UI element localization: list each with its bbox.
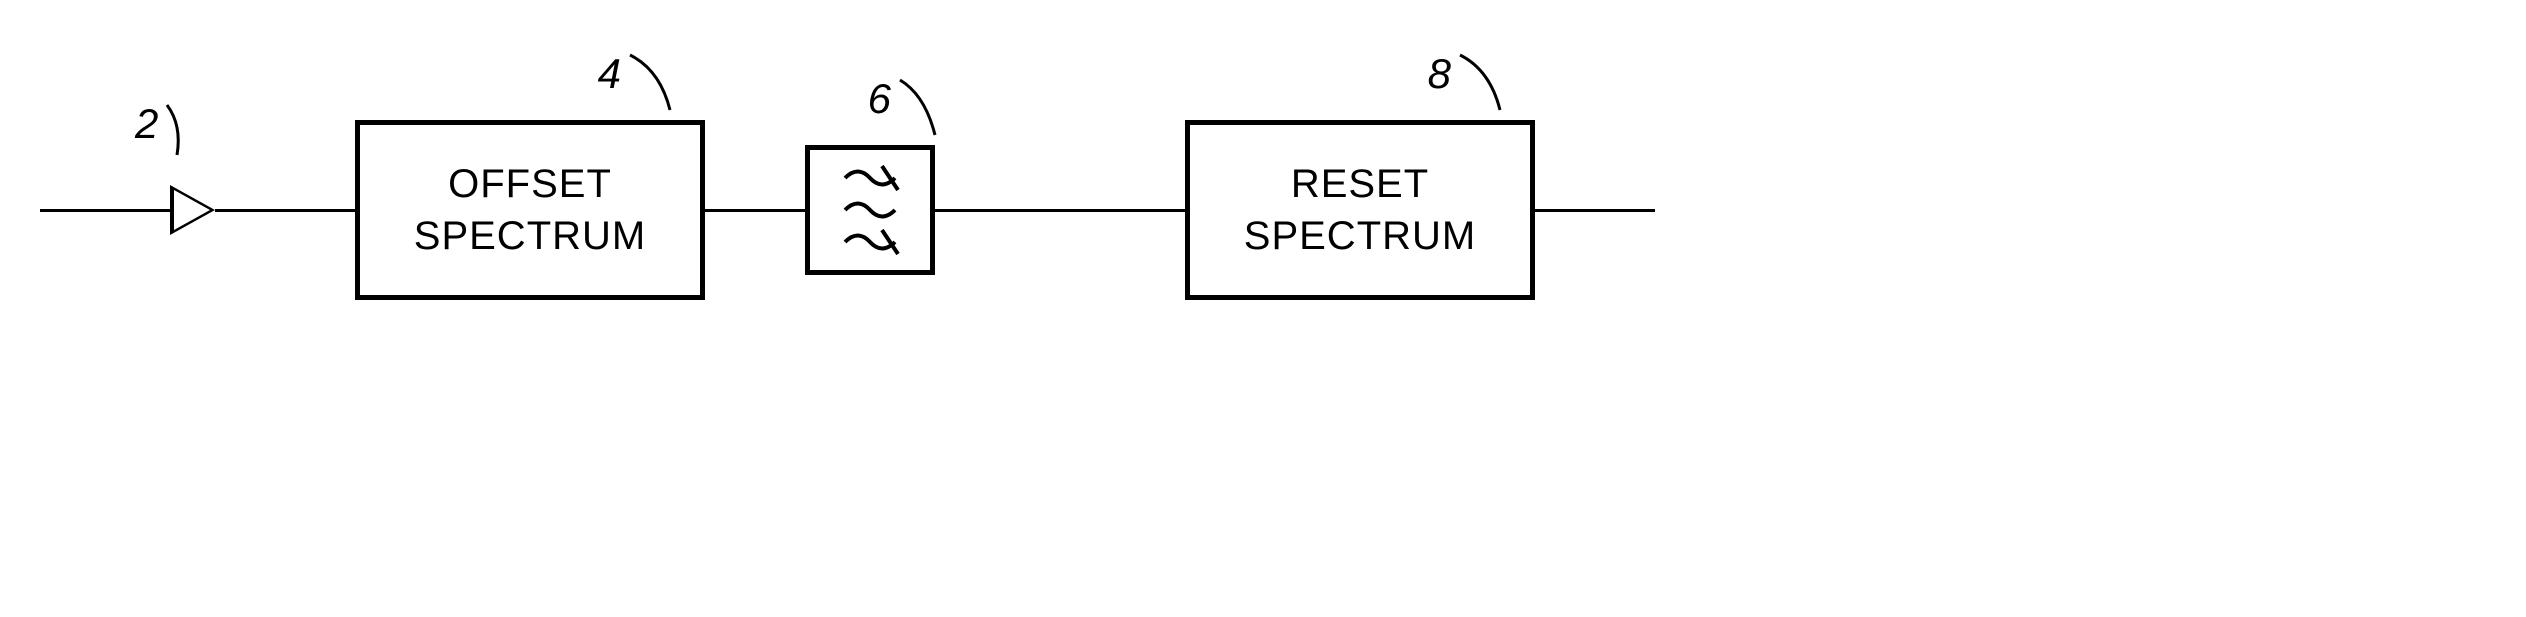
label-offset: 4 bbox=[598, 50, 621, 98]
offset-text-2: SPECTRUM bbox=[414, 210, 646, 262]
amplifier-icon bbox=[170, 185, 215, 235]
label-group-reset: 8 bbox=[1428, 50, 1510, 120]
leader-amp bbox=[162, 100, 202, 165]
wire-output bbox=[1535, 209, 1655, 212]
wire-1 bbox=[215, 209, 355, 212]
label-group-amp: 2 bbox=[135, 100, 202, 165]
signal-chain-diagram: 2 4 OFFSET SPECTRUM 6 bbox=[40, 60, 2486, 360]
label-amp: 2 bbox=[135, 100, 158, 148]
amplifier-container: 2 bbox=[170, 185, 215, 235]
reset-text-1: RESET bbox=[1291, 158, 1429, 210]
wire-input bbox=[40, 209, 170, 212]
reset-text-2: SPECTRUM bbox=[1244, 210, 1476, 262]
leader-offset bbox=[625, 50, 680, 120]
label-filter: 6 bbox=[868, 75, 891, 123]
offset-spectrum-block: 4 OFFSET SPECTRUM bbox=[355, 120, 705, 300]
filter-icon bbox=[830, 160, 910, 260]
label-group-filter: 6 bbox=[868, 75, 945, 145]
label-group-offset: 4 bbox=[598, 50, 680, 120]
leader-filter bbox=[895, 75, 945, 145]
leader-reset bbox=[1455, 50, 1510, 120]
wire-3 bbox=[935, 209, 1185, 212]
wire-2 bbox=[705, 209, 805, 212]
reset-spectrum-block: 8 RESET SPECTRUM bbox=[1185, 120, 1535, 300]
filter-block: 6 bbox=[805, 145, 935, 275]
label-reset: 8 bbox=[1428, 50, 1451, 98]
offset-text-1: OFFSET bbox=[448, 158, 612, 210]
